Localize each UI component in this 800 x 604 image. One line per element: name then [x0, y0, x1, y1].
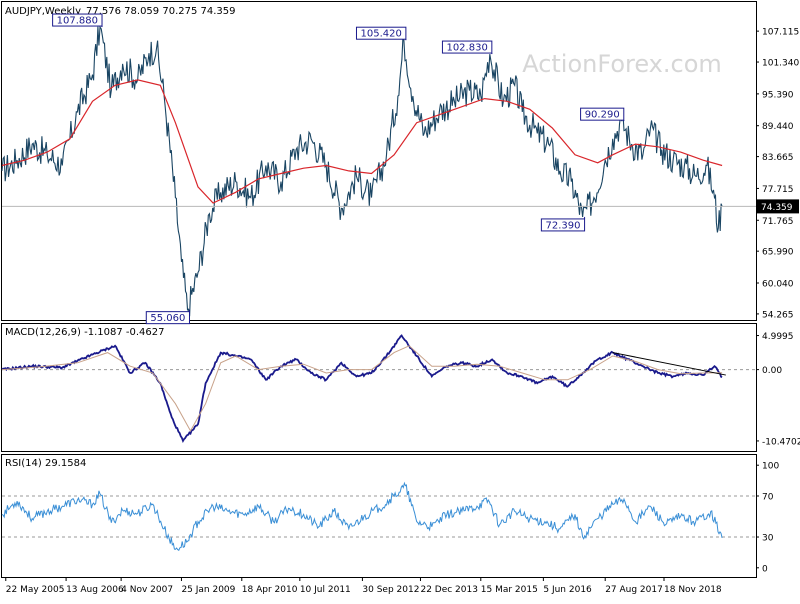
price-tick-label: 54.265 [762, 310, 794, 320]
annotation-box [145, 311, 190, 325]
macd-series-group [1, 334, 756, 443]
rsi-y-axis: 100 70 30 0 [756, 462, 779, 574]
x-tick-label: 30 Sep 2012 [362, 585, 419, 595]
annotation-box [441, 40, 493, 54]
macd-y-axis: 4.9995 0.00 -10.4702 [756, 332, 800, 447]
rsi-tick-label: 70 [762, 492, 774, 502]
annotation-box [580, 107, 625, 121]
price-tick-label: 83.665 [762, 153, 794, 163]
x-tick-label: 25 Jan 2009 [181, 585, 235, 595]
macd-tick-label: -10.4702 [762, 437, 800, 447]
annotation-label: 102.830 [446, 43, 487, 54]
price-tick-label: 89.440 [762, 122, 794, 132]
signal-line [1, 345, 723, 432]
x-tick-label: 15 Mar 2015 [481, 585, 538, 595]
x-tick-label: 18 Nov 2018 [664, 585, 722, 595]
rsi-line [1, 481, 723, 552]
last-price-label: 74.359 [761, 203, 793, 213]
rsi-panel-frame [1, 454, 757, 578]
annotation-box [355, 26, 407, 40]
macd-panel-frame [1, 323, 757, 452]
price-tick-label: 60.040 [762, 280, 794, 290]
price-tick-label: 65.990 [762, 248, 794, 258]
x-tick-label: 27 Aug 2017 [605, 585, 663, 595]
macd-label: MACD(12,26,9) -1.1087 -0.4627 [5, 327, 165, 338]
annotation-label: 90.290 [585, 110, 620, 121]
x-tick-label: 10 Jul 2011 [300, 585, 351, 595]
price-annotations: 107.880 55.060 105.420 102.830 72.390 90.290 [52, 13, 625, 325]
price-annotation: 72.390 [540, 216, 586, 232]
macd-line [1, 334, 723, 443]
annotation-label: 105.420 [361, 29, 402, 40]
x-tick-label: 22 May 2005 [6, 585, 65, 595]
x-tick-label: 18 Apr 2010 [242, 585, 298, 595]
last-price-marker: 74.359 [2, 199, 799, 214]
rsi-tick-label: 100 [762, 462, 779, 472]
x-tick-label: 22 Dec 2013 [420, 585, 478, 595]
price-annotation: 107.880 [52, 13, 103, 28]
macd-tick-label: 4.9995 [762, 332, 794, 342]
price-annotation: 90.290 [580, 107, 625, 122]
annotation-label: 72.390 [545, 220, 580, 231]
moving-average-line [1, 79, 723, 204]
price-y-axis: 107.115 101.340 95.390 89.440 83.665 77.715 71… [756, 28, 799, 320]
macd-trendline [612, 352, 726, 376]
annotation-box [540, 218, 586, 232]
annotation-label: 55.060 [150, 313, 185, 324]
x-tick-label: 13 Aug 2006 [66, 585, 124, 595]
price-annotation: 55.060 [145, 309, 190, 325]
price-annotation: 102.830 [441, 40, 493, 55]
price-tick-label: 101.340 [762, 59, 799, 69]
watermark: ActionForex.com [522, 50, 722, 78]
symbol-label: AUDJPY,Weekly [5, 6, 81, 17]
rsi-label: RSI(14) 29.1584 [5, 458, 86, 469]
macd-tick-label: 0.00 [762, 366, 782, 376]
rsi-tick-label: 30 [762, 534, 774, 544]
price-panel-frame [1, 1, 757, 321]
last-price-box [757, 199, 799, 214]
price-tick-label: 77.715 [762, 185, 794, 195]
x-tick-label: 5 Jun 2016 [543, 585, 592, 595]
annotation-label: 107.880 [57, 16, 98, 27]
price-tick-label: 107.115 [762, 28, 799, 38]
rsi-series-group [1, 481, 756, 552]
x-tick-label: 4 Nov 2007 [121, 585, 173, 595]
price-line [1, 25, 723, 317]
price-series-group [1, 25, 723, 317]
price-tick-label: 71.765 [762, 217, 794, 227]
ohlc-label: 77.576 78.059 70.275 74.359 [86, 6, 236, 17]
price-tick-label: 95.390 [762, 90, 794, 100]
rsi-tick-label: 0 [762, 564, 768, 574]
annotation-box [52, 13, 103, 27]
price-annotation: 105.420 [355, 26, 407, 41]
